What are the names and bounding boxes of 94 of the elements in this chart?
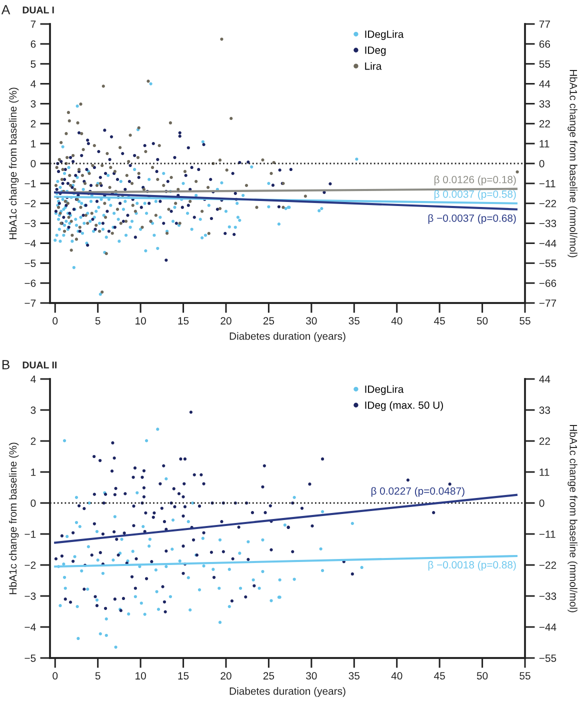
y2-tick-label: −66	[539, 280, 556, 287]
y2-tick-label: −33	[539, 592, 556, 600]
y2-tick-label: 22	[539, 438, 550, 445]
y-tick-label: 3	[30, 100, 36, 108]
legend-label: IDeg (max. 50 U)	[365, 401, 443, 411]
y-tick-label: 4	[30, 80, 36, 88]
x-tick-label: 25	[263, 672, 274, 680]
series-label: β 0.0126 (p=0.18)	[434, 176, 516, 186]
legend-label: IDegLira	[365, 30, 404, 40]
y-tick-label: 1	[31, 140, 36, 148]
y-tick-label: 2	[30, 438, 36, 445]
y2-tick-label: 33	[539, 100, 550, 108]
x-tick-label: 0	[52, 317, 58, 325]
x-tick-label: 10	[136, 672, 146, 680]
y2-tick-label: 0	[539, 500, 544, 507]
y2-tick-label: 22	[539, 120, 550, 128]
y2-tick-label: 11	[540, 468, 550, 476]
y2-tick-label: −11	[539, 180, 556, 188]
y2-tick-label: 66	[539, 40, 550, 48]
y-tick-label: 1	[31, 468, 36, 476]
x-tick-label: 45	[434, 672, 445, 680]
y2-tick-label: −44	[539, 240, 556, 247]
chart-title: DUAL II	[22, 362, 57, 368]
y2-tick-label: 0	[539, 160, 544, 168]
y-tick-label: −2	[24, 562, 36, 569]
y2-tick-label: −77	[539, 300, 556, 307]
x-tick-label: 40	[391, 672, 402, 680]
x-tick-label: 40	[391, 317, 402, 325]
legend-label: IDegLira	[365, 385, 404, 395]
y2-tick-label: 44	[539, 80, 550, 88]
y2-axis-title: HbA1c change from baseline (mmol/mol)	[568, 424, 578, 612]
y2-tick-label: 44	[539, 376, 550, 383]
y-tick-label: −3	[24, 220, 36, 228]
x-tick-label: 50	[476, 672, 488, 680]
y2-tick-label: −22	[539, 562, 556, 569]
series-label: β −0.0018 (p=0.88)	[428, 560, 516, 571]
x-tick-label: 15	[178, 317, 189, 325]
x-tick-label: 5	[95, 317, 100, 325]
y-axis-title: HbA1c change from baseline (%)	[8, 88, 19, 240]
y2-tick-label: −33	[539, 220, 556, 228]
y2-tick-label: 77	[539, 20, 550, 28]
y2-tick-label: 33	[539, 406, 550, 414]
y-tick-label: 0	[30, 160, 36, 168]
y2-tick-label: −44	[539, 624, 556, 631]
text: B	[2, 360, 10, 370]
legend-label: IDeg	[365, 46, 386, 56]
series-label: β 0.0227 (p=0.0487)	[371, 487, 464, 497]
text: A	[1, 5, 10, 14]
y-tick-label: 7	[30, 20, 36, 28]
x-tick-label: 30	[306, 317, 317, 325]
x-tick-label: 20	[220, 317, 232, 325]
y-tick-label: −5	[24, 654, 36, 662]
y2-tick-label: −22	[539, 200, 556, 208]
y2-axis-title: HbA1c change from baseline (mmol/mol)	[568, 70, 578, 258]
x-tick-label: 5	[95, 672, 100, 680]
y-tick-label: −4	[24, 240, 36, 247]
x-tick-label: 50	[476, 317, 488, 325]
y-tick-label: 3	[30, 406, 36, 414]
y-tick-label: 0	[30, 500, 36, 507]
y-tick-label: 2	[30, 120, 36, 128]
x-axis-title: Diabetes duration (years)	[230, 687, 346, 697]
legend-label: Lira	[365, 62, 382, 70]
chart-title: DUAL I	[22, 6, 54, 14]
y2-tick-label: 11	[540, 140, 550, 148]
x-tick-label: 45	[434, 317, 445, 325]
x-tick-label: 0	[52, 672, 58, 680]
y-tick-label: 4	[30, 376, 36, 383]
y-tick-label: −1	[24, 530, 36, 538]
y-tick-label: −4	[24, 624, 36, 631]
x-tick-label: 25	[263, 317, 274, 325]
y-tick-label: −3	[24, 592, 36, 600]
x-tick-label: 35	[348, 317, 360, 325]
x-tick-label: 55	[520, 672, 530, 680]
x-tick-label: 35	[348, 672, 360, 680]
series-label: β −0.0037 (p=0.68)	[428, 214, 516, 224]
x-tick-label: 55	[520, 317, 530, 325]
y-tick-label: −6	[24, 280, 36, 287]
y2-tick-label: −55	[539, 260, 556, 268]
y2-tick-label: −11	[539, 530, 556, 538]
y-tick-label: −7	[24, 300, 36, 307]
x-tick-label: 10	[136, 317, 146, 325]
x-axis-title: Diabetes duration (years)	[230, 332, 346, 342]
x-tick-label: 15	[178, 672, 189, 680]
y-tick-label: 5	[30, 60, 36, 68]
x-tick-label: 30	[306, 672, 317, 680]
y-tick-label: −5	[24, 260, 36, 268]
x-tick-label: 20	[220, 672, 232, 680]
y2-tick-label: 55	[539, 60, 550, 68]
y2-tick-label: −55	[539, 654, 556, 662]
y-tick-label: −1	[24, 180, 36, 188]
series-label: β 0.0037 (p=0.58)	[434, 190, 516, 200]
y-tick-label: 6	[30, 40, 36, 48]
y-tick-label: −2	[24, 200, 36, 208]
y-axis-title: HbA1c change from baseline (%)	[8, 442, 19, 594]
